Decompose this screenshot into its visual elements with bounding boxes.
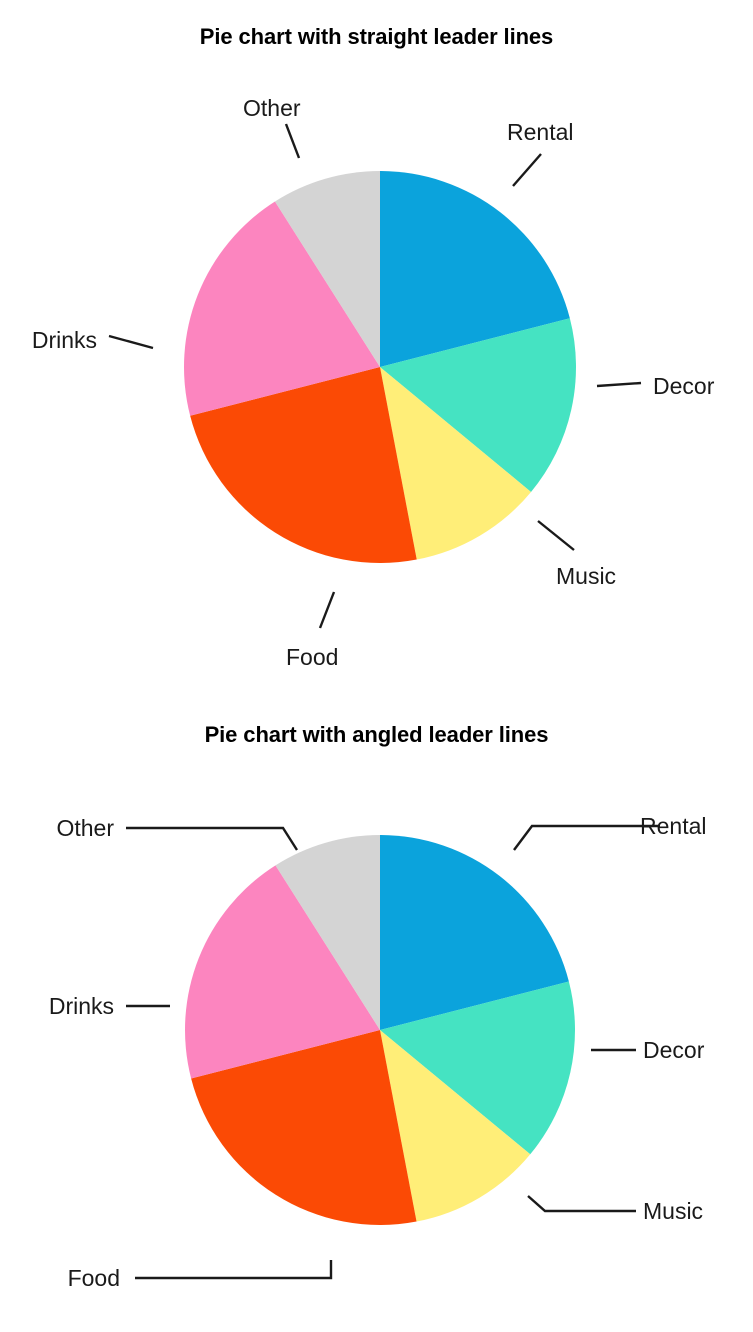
pie-label-other: Other <box>243 95 301 121</box>
pie-slice-music[interactable] <box>380 1030 531 1222</box>
leader-lines-straight <box>108 123 642 629</box>
pie-label-music: Music <box>556 563 616 589</box>
pie-slice-food[interactable] <box>190 367 417 564</box>
pie-slice-music[interactable] <box>380 367 532 560</box>
pie-figure-straight: Rental Decor Music Food Drinks Other <box>32 95 715 670</box>
pie-labels-angled: Rental Decor Music Food Drinks Other <box>49 813 707 1291</box>
pie-slice-rental[interactable] <box>380 171 570 367</box>
pie-slice-rental[interactable] <box>380 835 569 1030</box>
pie-labels-straight: Rental Decor Music Food Drinks Other <box>32 95 715 670</box>
pie-slice-other[interactable] <box>274 171 380 367</box>
leader-line-food <box>135 1260 333 1280</box>
pie-chart-angled-leader-lines: Pie chart with angled leader lines Renta… <box>0 700 753 1332</box>
leader-line-food <box>318 591 336 629</box>
pie-label-drinks: Drinks <box>32 327 97 353</box>
leader-line-other <box>126 826 299 851</box>
leader-line-drinks <box>108 334 154 350</box>
leader-line-rental <box>513 824 660 851</box>
pie-slice-decor[interactable] <box>380 981 575 1155</box>
pie-label-music: Music <box>643 1198 703 1224</box>
pie-slice-drinks[interactable] <box>184 201 380 416</box>
pie-label-decor: Decor <box>643 1037 705 1063</box>
pie-label-other: Other <box>56 815 114 841</box>
leader-line-decor <box>596 381 642 388</box>
pie-label-rental: Rental <box>640 813 706 839</box>
leader-line-other <box>284 123 301 159</box>
pie-slice-food[interactable] <box>191 1030 417 1226</box>
leader-line-music <box>537 520 575 551</box>
chart-title-straight: Pie chart with straight leader lines <box>199 24 554 49</box>
pie-label-rental: Rental <box>507 119 573 145</box>
leader-lines-angled <box>126 824 660 1280</box>
pie-slices-angled <box>185 835 575 1226</box>
pie-figure-angled: Rental Decor Music Food Drinks Other <box>49 813 707 1291</box>
pie-slice-decor[interactable] <box>380 318 576 492</box>
leader-line-rental <box>512 153 542 187</box>
pie-slice-other[interactable] <box>275 835 380 1030</box>
pie-chart-straight-leader-lines: Pie chart with straight leader lines <box>32 24 715 670</box>
pie-label-decor: Decor <box>653 373 715 399</box>
chart-title-angled: Pie chart with angled leader lines <box>204 722 549 747</box>
leader-line-music <box>527 1195 636 1213</box>
pie-label-food: Food <box>286 644 338 670</box>
pie-slices-straight <box>184 171 576 564</box>
pie-label-drinks: Drinks <box>49 993 114 1019</box>
pie-label-food: Food <box>68 1265 120 1291</box>
pie-slice-drinks[interactable] <box>185 865 380 1079</box>
